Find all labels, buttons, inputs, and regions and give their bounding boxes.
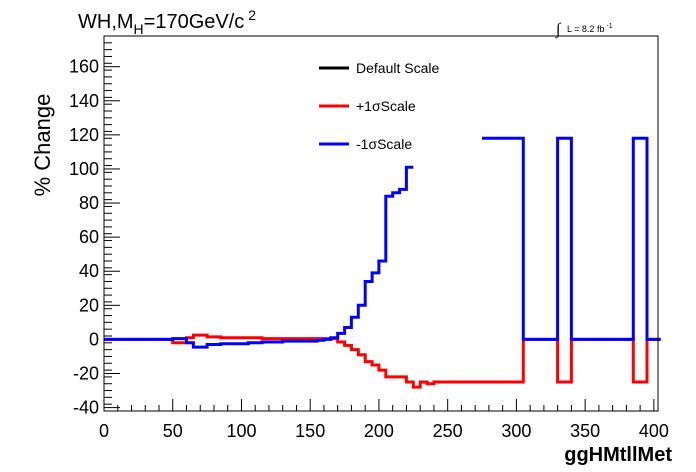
y-tick-label: -20 (73, 364, 99, 384)
legend-label: +1σScale (356, 98, 416, 114)
y-tick-label: 0 (89, 329, 99, 349)
x-tick-label: 400 (639, 421, 669, 441)
legend-label: -1σScale (356, 136, 412, 152)
x-tick-label: 0 (99, 421, 109, 441)
y-tick-label: -40 (73, 398, 99, 418)
lumi-integral-symbol: ∫ (555, 21, 562, 39)
y-tick-label: 120 (69, 125, 99, 145)
x-tick-label: 300 (501, 421, 531, 441)
lumi-label: L = 8.2 fb -1 (567, 23, 613, 34)
y-tick-label: 80 (79, 193, 99, 213)
x-tick-label: 350 (570, 421, 600, 441)
y-tick-label: 100 (69, 159, 99, 179)
y-tick-label: 40 (79, 261, 99, 281)
series-line-2 (104, 136, 661, 349)
series-lines (104, 136, 661, 389)
x-axis-label: ggHMtllMet (564, 444, 672, 466)
chart-title: WH,MH=170GeV/c 2 (78, 7, 256, 37)
x-tick-label: 100 (226, 421, 256, 441)
y-tick-label: 140 (69, 91, 99, 111)
y-tick-label: 60 (79, 227, 99, 247)
x-tick-label: 200 (364, 421, 394, 441)
y-axis-label: % Change (30, 94, 55, 197)
legend-label: Default Scale (356, 60, 439, 76)
y-tick-label: 20 (79, 295, 99, 315)
legend: Default Scale +1σScale -1σScale (319, 60, 439, 152)
lumi-annotation: ∫ L = 8.2 fb -1 (555, 21, 613, 39)
x-tick-label: 150 (295, 421, 325, 441)
x-tick-label: 50 (163, 421, 183, 441)
x-tick-label: 250 (433, 421, 463, 441)
plot-frame (103, 35, 659, 412)
y-tick-label: 160 (69, 57, 99, 77)
axes: 0 50 100 150 200 250 300 350 400 -40 -20 0 20 40 60 80 1… (69, 35, 669, 441)
series-line-1 (104, 333, 661, 389)
